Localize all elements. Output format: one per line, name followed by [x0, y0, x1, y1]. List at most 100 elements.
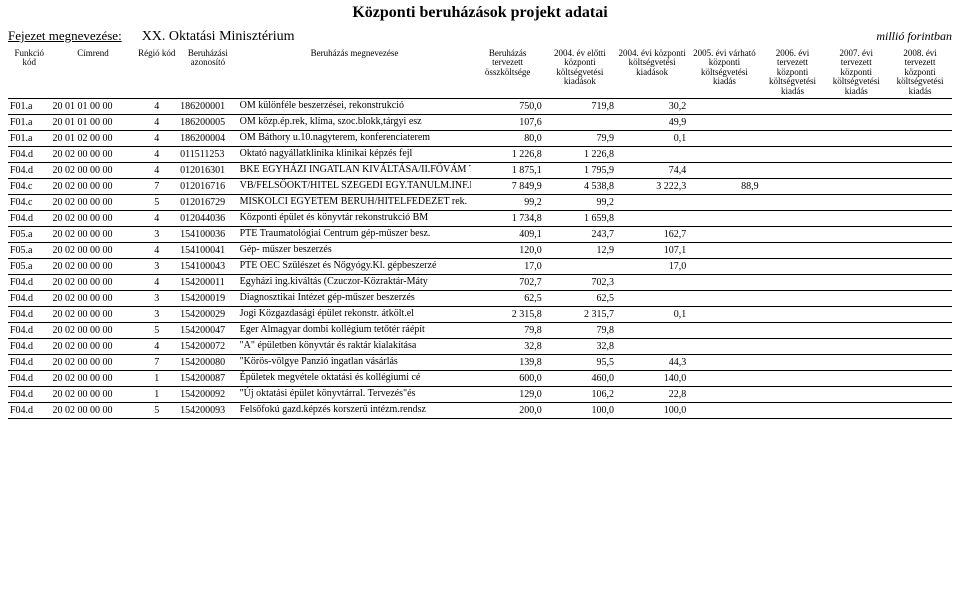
- cell-v2: 99,2: [544, 195, 616, 211]
- cell-v4: [688, 323, 760, 339]
- cell-v4: [688, 371, 760, 387]
- cell-v1: 79,8: [471, 323, 543, 339]
- table-row: F04.d20 02 00 00 001154200087Épületek me…: [8, 371, 952, 387]
- cell-v2: 100,0: [544, 403, 616, 419]
- cell-v1: 1 226,8: [471, 147, 543, 163]
- cell-v1: 600,0: [471, 371, 543, 387]
- cell-regio: 4: [136, 339, 179, 355]
- cell-v6: [824, 323, 888, 339]
- cell-funk: F04.d: [8, 211, 51, 227]
- cell-name: OM közp.ép.rek, klíma, szoc.blokk,tárgyi…: [238, 115, 472, 131]
- cell-v5: [761, 147, 825, 163]
- cell-name: Jogi Közgazdasági épület rekonstr. átköl…: [238, 307, 472, 323]
- cell-v5: [761, 259, 825, 275]
- cell-name: "Új oktatási épület könyvtárral. Tervezé…: [238, 387, 472, 403]
- cell-v1: 99,2: [471, 195, 543, 211]
- hdr-v1: Beruházás tervezett összköltsége: [471, 47, 543, 99]
- cell-name: Központi épület és könyvtár rekonstrukci…: [238, 211, 472, 227]
- cell-funk: F04.c: [8, 195, 51, 211]
- cell-v5: [761, 307, 825, 323]
- cell-azon: 012016729: [178, 195, 238, 211]
- cell-cim: 20 01 01 00 00: [51, 115, 136, 131]
- cell-v4: [688, 131, 760, 147]
- cell-name: VB/FELSŐOKT/HITEL SZEGEDI EGY.TANULM.INF…: [238, 179, 472, 195]
- cell-funk: F04.d: [8, 147, 51, 163]
- cell-v2: 12,9: [544, 243, 616, 259]
- cell-v3: 49,9: [616, 115, 688, 131]
- cell-cim: 20 02 00 00 00: [51, 323, 136, 339]
- cell-v1: 409,1: [471, 227, 543, 243]
- cell-v2: 106,2: [544, 387, 616, 403]
- cell-cim: 20 02 00 00 00: [51, 179, 136, 195]
- cell-v7: [888, 147, 952, 163]
- cell-regio: 3: [136, 307, 179, 323]
- cell-v1: 702,7: [471, 275, 543, 291]
- cell-v6: [824, 339, 888, 355]
- data-table: Funkció kód Címrend Régió kód Beruházási…: [8, 47, 952, 419]
- table-row: F04.d20 02 00 00 005154200047Eger Almagy…: [8, 323, 952, 339]
- cell-v1: 2 315,8: [471, 307, 543, 323]
- cell-v1: 7 849,9: [471, 179, 543, 195]
- cell-v3: [616, 275, 688, 291]
- cell-funk: F04.d: [8, 323, 51, 339]
- cell-v4: [688, 227, 760, 243]
- cell-azon: 154100043: [178, 259, 238, 275]
- cell-v5: [761, 403, 825, 419]
- cell-funk: F04.d: [8, 387, 51, 403]
- hdr-cim: Címrend: [51, 47, 136, 99]
- cell-v4: [688, 403, 760, 419]
- cell-v6: [824, 115, 888, 131]
- table-row: F04.c20 02 00 00 007012016716VB/FELSŐOKT…: [8, 179, 952, 195]
- cell-name: Eger Almagyar dombi kollégium tetőtér rá…: [238, 323, 472, 339]
- cell-azon: 186200004: [178, 131, 238, 147]
- table-row: F04.d20 02 00 00 007154200080"Körös-völg…: [8, 355, 952, 371]
- cell-v3: 0,1: [616, 307, 688, 323]
- cell-v6: [824, 147, 888, 163]
- cell-funk: F01.a: [8, 131, 51, 147]
- hdr-azon: Beruházási azonosító: [178, 47, 238, 99]
- table-row: F04.d20 02 00 00 004012044036Központi ép…: [8, 211, 952, 227]
- cell-funk: F04.d: [8, 371, 51, 387]
- cell-name: Egyházi ing.kiváltás (Czuczor-Közraktár-…: [238, 275, 472, 291]
- cell-v6: [824, 179, 888, 195]
- cell-regio: 5: [136, 323, 179, 339]
- cell-name: "Körös-völgye Panzió ingatlan vásárlás: [238, 355, 472, 371]
- table-body: F01.a20 01 01 00 004186200001OM különfél…: [8, 99, 952, 419]
- table-row: F01.a20 01 01 00 004186200001OM különfél…: [8, 99, 952, 115]
- cell-funk: F04.d: [8, 403, 51, 419]
- cell-regio: 4: [136, 211, 179, 227]
- cell-v6: [824, 291, 888, 307]
- table-row: F04.d20 02 00 00 004012016301BKE EGYHÁZI…: [8, 163, 952, 179]
- cell-v7: [888, 259, 952, 275]
- cell-v3: [616, 211, 688, 227]
- cell-v1: 200,0: [471, 403, 543, 419]
- cell-v5: [761, 323, 825, 339]
- cell-v3: 74,4: [616, 163, 688, 179]
- cell-cim: 20 02 00 00 00: [51, 275, 136, 291]
- cell-v3: 30,2: [616, 99, 688, 115]
- cell-cim: 20 01 01 00 00: [51, 99, 136, 115]
- cell-v1: 17,0: [471, 259, 543, 275]
- page-title: Központi beruházások projekt adatai: [8, 4, 952, 22]
- cell-regio: 4: [136, 115, 179, 131]
- cell-v4: [688, 307, 760, 323]
- cell-name: PTE OEC Szülészet és Nőgyógy.Kl. gépbesz…: [238, 259, 472, 275]
- cell-v4: [688, 291, 760, 307]
- cell-v3: [616, 147, 688, 163]
- cell-v2: [544, 259, 616, 275]
- cell-v7: [888, 115, 952, 131]
- cell-name: Felsőfokú gazd.képzés korszerű intézm.re…: [238, 403, 472, 419]
- cell-v3: [616, 339, 688, 355]
- cell-v4: [688, 355, 760, 371]
- table-row: F05.a20 02 00 00 004154100041Gép- műszer…: [8, 243, 952, 259]
- cell-v1: 120,0: [471, 243, 543, 259]
- cell-v2: 79,8: [544, 323, 616, 339]
- cell-regio: 4: [136, 243, 179, 259]
- cell-v3: 3 222,3: [616, 179, 688, 195]
- cell-v7: [888, 179, 952, 195]
- cell-regio: 4: [136, 147, 179, 163]
- table-row: F01.a20 01 01 00 004186200005OM közp.ép.…: [8, 115, 952, 131]
- cell-name: MISKOLCI EGYETEM BERUH/HITELFEDEZET rek.: [238, 195, 472, 211]
- cell-v6: [824, 227, 888, 243]
- cell-v4: [688, 163, 760, 179]
